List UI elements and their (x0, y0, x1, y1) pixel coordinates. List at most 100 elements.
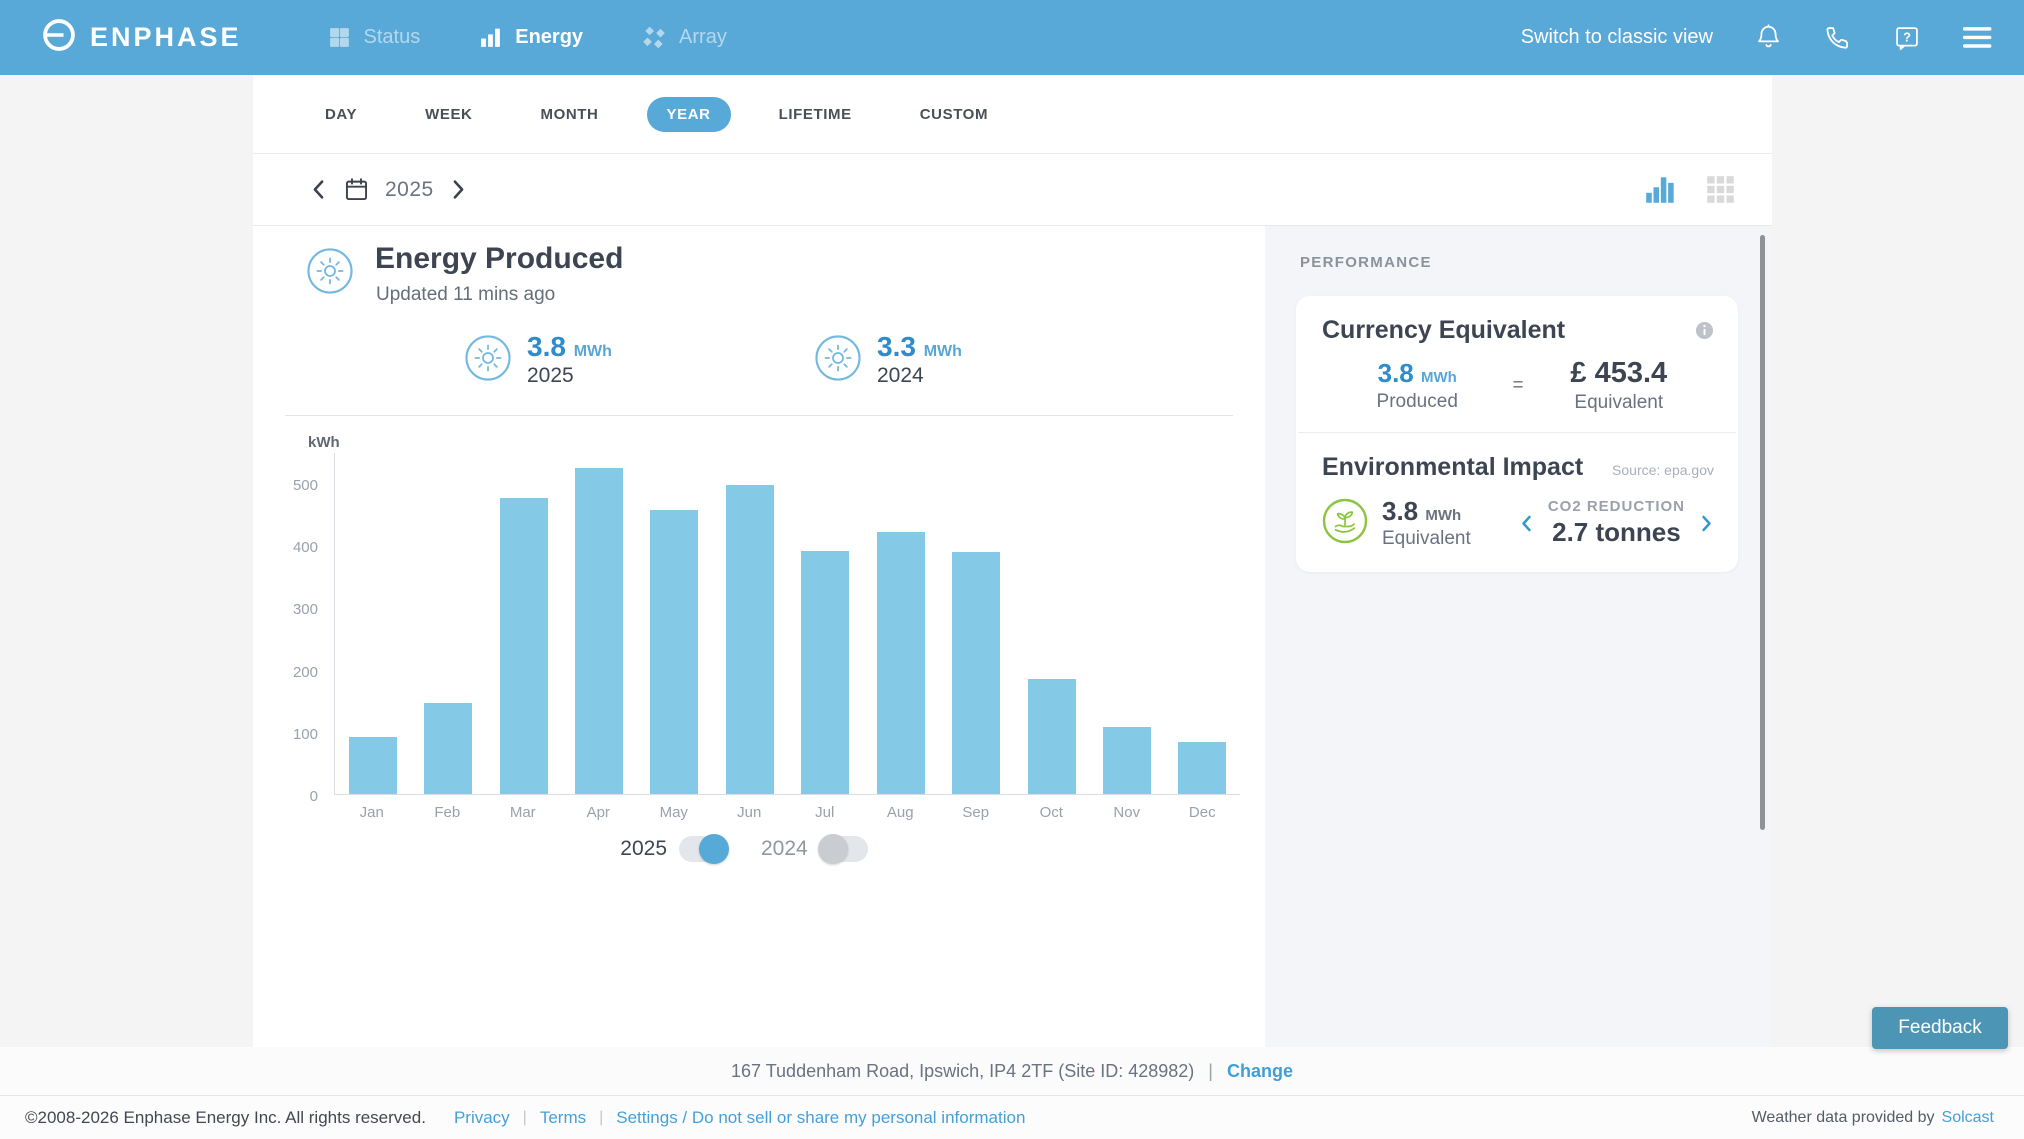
x-label-jul: Jul (815, 804, 835, 821)
nav-item-array[interactable]: Array (641, 25, 727, 51)
site-info-bar: 167 Tuddenham Road, Ipswich, IP4 2TF (Si… (0, 1047, 2024, 1095)
chevron-left-icon[interactable] (1519, 514, 1534, 533)
bar-nov[interactable] (1102, 726, 1151, 794)
chevron-left-icon[interactable] (309, 178, 328, 201)
separator: | (1208, 1060, 1213, 1081)
currency-amount-block: £ 453.4 Equivalent (1524, 357, 1714, 414)
content-column: DAY WEEK MONTH YEAR LIFETIME CUSTOM 2025 (253, 75, 1772, 1047)
bar-apr[interactable] (574, 468, 623, 794)
nav-item-status[interactable]: Status (327, 25, 421, 50)
enphase-logo[interactable]: ENPHASE (40, 16, 242, 59)
x-label-oct: Oct (1039, 804, 1063, 821)
feedback-button[interactable]: Feedback (1872, 1007, 2008, 1049)
bar-feb[interactable] (424, 703, 473, 794)
grid-view-icon[interactable] (1705, 174, 1736, 205)
env-value-label: Equivalent (1382, 528, 1471, 549)
stat-period: 2024 (877, 364, 924, 388)
switch-to-classic-link[interactable]: Switch to classic view (1520, 26, 1713, 48)
sun-icon (815, 335, 861, 386)
panel-heading: PERFORMANCE (1300, 254, 1432, 271)
energy-bar-chart: kWh 0 100 200 300 400 500 Jan Feb Mar Apr May Jun J… (253, 430, 1265, 840)
chevron-right-icon[interactable] (449, 178, 468, 201)
card-divider (1298, 432, 1736, 433)
bar-aug[interactable] (876, 532, 925, 794)
performance-card: Currency Equivalent 3.8 MWh Produced (1296, 296, 1738, 572)
y-tick-0: 0 (309, 788, 318, 805)
y-tick-500: 500 (292, 477, 318, 495)
bar-slot-may (637, 509, 712, 794)
primary-nav: Status Energy Array (327, 25, 727, 51)
co2-title: CO2 REDUCTION (1547, 498, 1685, 515)
produced-block: 3.8 MWh Produced (1322, 358, 1512, 413)
help-icon[interactable]: ? (1893, 24, 1921, 52)
footer-link-separator: | (522, 1108, 527, 1126)
solcast-link[interactable]: Solcast (1941, 1108, 1994, 1126)
section-title: Energy Produced (375, 242, 624, 275)
bar-mar[interactable] (499, 498, 548, 794)
y-tick-300: 300 (292, 601, 318, 619)
updated-timestamp: Updated 11 mins ago (376, 284, 556, 305)
menu-icon[interactable] (1963, 24, 1994, 51)
tab-day[interactable]: DAY (325, 105, 358, 123)
bell-icon[interactable] (1755, 23, 1782, 52)
toggle-switch-2024[interactable] (817, 834, 868, 864)
stat-period: 2025 (527, 364, 574, 388)
energy-produced-pane: Energy Produced Updated 11 mins ago 3.8 … (253, 226, 1265, 1047)
tab-custom[interactable]: CUSTOM (919, 105, 989, 123)
x-label-sep: Sep (962, 804, 990, 821)
card-title: Currency Equivalent (1322, 316, 1566, 344)
toggle-switch-2025[interactable] (679, 834, 729, 864)
bar-oct[interactable] (1027, 678, 1076, 794)
plot-area (334, 453, 1240, 795)
tab-year[interactable]: YEAR (646, 96, 731, 132)
bar-jan[interactable] (348, 736, 397, 794)
content-row: Energy Produced Updated 11 mins ago 3.8 … (253, 226, 1772, 1047)
bar-slot-sep (938, 551, 1013, 794)
bar-may[interactable] (650, 509, 699, 794)
phone-icon[interactable] (1824, 24, 1851, 51)
stat-unit: MWh (573, 343, 612, 360)
y-tick-200: 200 (292, 663, 318, 681)
tab-week[interactable]: WEEK (425, 105, 473, 123)
nav-item-label: Status (363, 26, 421, 48)
bar-slot-apr (561, 468, 636, 794)
bar-jun[interactable] (725, 484, 774, 794)
x-label-feb: Feb (434, 804, 461, 821)
footer-link-1[interactable]: Privacy (453, 1107, 510, 1127)
series-toggle-2025: 2025 (620, 834, 729, 864)
environmental-impact-section: Environmental Impact Source: epa.gov (1296, 433, 1738, 572)
x-label-jun: Jun (737, 804, 762, 821)
eco-hand-plant-icon (1322, 498, 1368, 549)
source-attribution: Source: epa.gov (1612, 462, 1714, 478)
top-header: ENPHASE Status Energy Array Switch to clas… (0, 0, 2024, 75)
site-address: 167 Tuddenham Road, Ipswich, IP4 2TF (Si… (731, 1060, 1195, 1081)
equals-sign: = (1512, 374, 1524, 396)
tab-lifetime[interactable]: LIFETIME (778, 105, 852, 123)
bar-jul[interactable] (801, 550, 850, 794)
enphase-mark-icon (40, 16, 78, 59)
bar-slot-nov (1089, 726, 1164, 794)
vertical-scrollbar[interactable] (1760, 235, 1765, 830)
tab-month[interactable]: MONTH (540, 105, 599, 123)
bar-slot-oct (1014, 678, 1089, 794)
footer-link-separator: | (599, 1108, 604, 1126)
bar-sep[interactable] (952, 551, 1001, 794)
info-icon[interactable] (1695, 321, 1714, 340)
header-actions: Switch to classic view ? (1521, 23, 1994, 52)
divider (285, 415, 1233, 416)
change-site-link[interactable]: Change (1226, 1060, 1293, 1081)
chevron-right-icon[interactable] (1699, 514, 1714, 533)
calendar-icon[interactable] (343, 176, 370, 203)
footer-link-2[interactable]: Terms (539, 1107, 587, 1127)
bar-dec[interactable] (1178, 741, 1227, 794)
x-label-jan: Jan (359, 804, 384, 821)
footer-link-3[interactable]: Settings / Do not sell or share my perso… (616, 1107, 1026, 1127)
produced-label: Produced (1376, 391, 1458, 412)
bar-chart-view-icon[interactable] (1644, 174, 1675, 205)
left-gutter (0, 75, 253, 1047)
env-equivalent-block: 3.8 MWh Equivalent (1382, 496, 1471, 550)
nav-item-energy[interactable]: Energy (478, 25, 583, 50)
x-label-nov: Nov (1113, 804, 1141, 821)
array-panels-icon (641, 25, 667, 51)
bar-slot-aug (863, 532, 938, 794)
